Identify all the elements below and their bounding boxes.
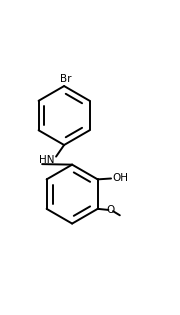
Text: OH: OH bbox=[112, 174, 128, 183]
Text: Br: Br bbox=[60, 74, 72, 84]
Text: HN: HN bbox=[39, 155, 55, 165]
Text: O: O bbox=[106, 205, 115, 215]
